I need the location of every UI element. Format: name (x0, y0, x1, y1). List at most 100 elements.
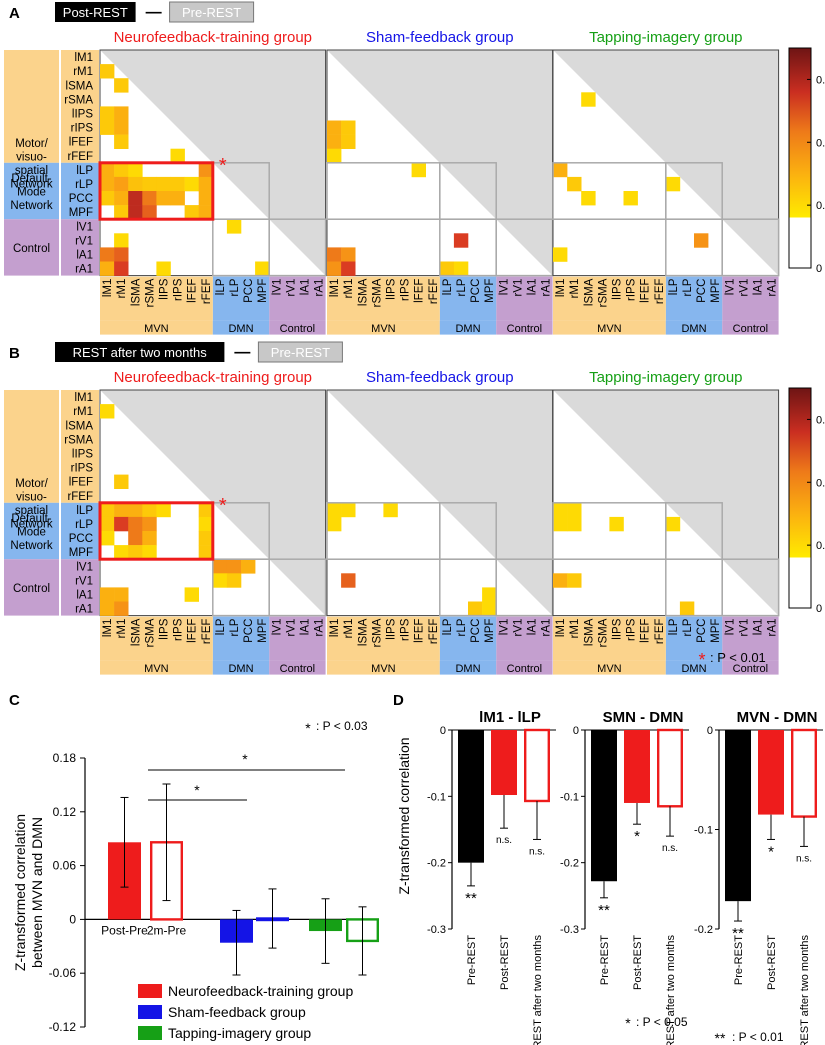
legend-left-box (55, 2, 136, 22)
heatmap-cell (100, 120, 115, 135)
heatmap-cell (226, 219, 242, 234)
heatmap-cell (383, 502, 398, 518)
heatmap-cell (114, 106, 129, 121)
y-tick-label: -0.12 (49, 1020, 77, 1034)
heatmap-cell (553, 516, 568, 532)
significance-box (98, 501, 215, 561)
panel-c: C -0.12 -0.06 0 0.06 0.12 0.18 Z-transformed co… (9, 692, 380, 1041)
column-label-bg (327, 276, 440, 321)
column-label-bg (269, 616, 326, 661)
heatmap-cell (341, 120, 356, 135)
network-label-motor: visuo- (16, 492, 47, 504)
column-label-lA1: lA1 (752, 279, 764, 296)
column-label-rIPS: rIPS (173, 278, 185, 301)
heatmap-cell (439, 261, 455, 276)
category-label: Pre-REST (466, 935, 478, 985)
column-label-rM1: rM1 (569, 279, 581, 299)
sig-label: * (634, 828, 640, 845)
column-label-lFEF: lFEF (414, 279, 426, 303)
heatmap-cell (142, 191, 157, 206)
column-label-lFEF: lFEF (640, 279, 652, 303)
column-label-rA1: rA1 (314, 619, 326, 637)
heatmap-cell (411, 162, 426, 178)
column-net-mvn-label: MVN (597, 323, 622, 335)
column-net-dmn (665, 660, 723, 675)
column-label-PCC: PCC (243, 619, 255, 643)
category-label: REST after two months (532, 935, 544, 1045)
y-tick-label: -0.1 (694, 825, 713, 837)
column-label-rFEF: rFEF (654, 279, 666, 305)
heatmap-cell (100, 587, 115, 602)
bar (491, 730, 517, 796)
heatmap-cell (114, 545, 129, 560)
column-label-lM1: lM1 (329, 279, 341, 298)
heatmap-3: lM1 rM1 lSMA rSMA lIPS rIPS lFEF rFEF lLP rLP PCC M… (552, 389, 780, 675)
network-label-dmn: Default- (11, 173, 51, 185)
heatmap-cell (100, 64, 115, 79)
heatmap-cell (114, 587, 129, 602)
colorbar-tick-label: 0.1 (816, 540, 825, 552)
row-label-lV1: lV1 (76, 221, 93, 233)
column-label-MPF: MPF (257, 619, 269, 643)
row-label-lIPS: lIPS (72, 448, 93, 460)
heatmap-cell (156, 261, 171, 276)
column-label-rV1: rV1 (285, 279, 297, 297)
legend-right-box (257, 341, 343, 363)
legend-label: Neurofeedback-training group (168, 983, 353, 999)
column-label-PCC: PCC (470, 619, 482, 643)
sig-star: * (194, 782, 200, 798)
network-label-motor: Network (10, 519, 52, 531)
heatmap-cell (128, 502, 143, 518)
category-label: Pre-REST (599, 935, 611, 985)
column-label-rLP: rLP (456, 278, 468, 296)
column-net-control (496, 660, 553, 675)
column-label-bg (553, 616, 666, 661)
column-label-rA1: rA1 (767, 619, 779, 637)
heatmap-cell (156, 502, 171, 518)
column-net-control-label: Control (280, 663, 315, 675)
y-axis-label: Z-transformed correlation (12, 814, 28, 971)
heatmap-cell (128, 162, 143, 178)
heatmap-cell (198, 191, 214, 206)
heatmap-cell (100, 404, 115, 419)
column-label-rSMA: rSMA (144, 278, 156, 307)
legend-left-label: REST after two months (73, 345, 208, 360)
colorbar-tick-label: 0.2 (816, 477, 825, 489)
network-label-dmn: Network (10, 540, 52, 552)
heatmap-cell (567, 502, 582, 518)
heatmap-1: * lM1 rM1 lSMA rSMA lIPS rIPS lFEF rFEF lLP rLP PCC… (98, 389, 327, 675)
category-label: Post-REST (766, 935, 778, 990)
column-net-mvn-label: MVN (144, 323, 169, 335)
column-net-dmn-label: DMN (228, 323, 253, 335)
heatmap-cell (114, 516, 129, 532)
column-label-rLP: rLP (229, 278, 241, 296)
column-label-lSMA: lSMA (130, 618, 142, 646)
heatmap-cell (100, 106, 115, 121)
column-label-rFEF: rFEF (201, 279, 213, 305)
column-label-rFEF: rFEF (428, 279, 440, 305)
y-tick-label: -0.2 (427, 858, 446, 870)
y-tick-label: 0 (707, 725, 713, 737)
heatmap-cell (156, 191, 171, 206)
heatmap-cell (198, 545, 214, 560)
column-label-bg (439, 616, 497, 661)
category-label: REST after two months (799, 935, 811, 1045)
group-title-2: Sham-feedback group (366, 369, 514, 386)
y-axis-label: between MVN and DMN (29, 817, 45, 968)
heatmap-cell (198, 176, 214, 192)
heatmap-cell (341, 134, 356, 149)
heatmap-cell (198, 516, 214, 532)
panel-label: D (393, 692, 404, 709)
column-label-MPF: MPF (257, 279, 269, 303)
row-label-rFEF: rFEF (67, 491, 93, 503)
network-label-motor: Motor/ (15, 478, 48, 490)
column-net-mvn (100, 660, 213, 675)
network-block-motor (4, 50, 59, 163)
heatmap-cell (226, 573, 242, 588)
heatmap-cell (679, 601, 695, 616)
column-label-lM1: lM1 (102, 279, 114, 298)
column-label-lM1: lM1 (329, 619, 341, 638)
network-block-dmn (4, 162, 59, 220)
row-label-rM1: rM1 (73, 66, 93, 78)
column-label-rFEF: rFEF (428, 619, 440, 645)
